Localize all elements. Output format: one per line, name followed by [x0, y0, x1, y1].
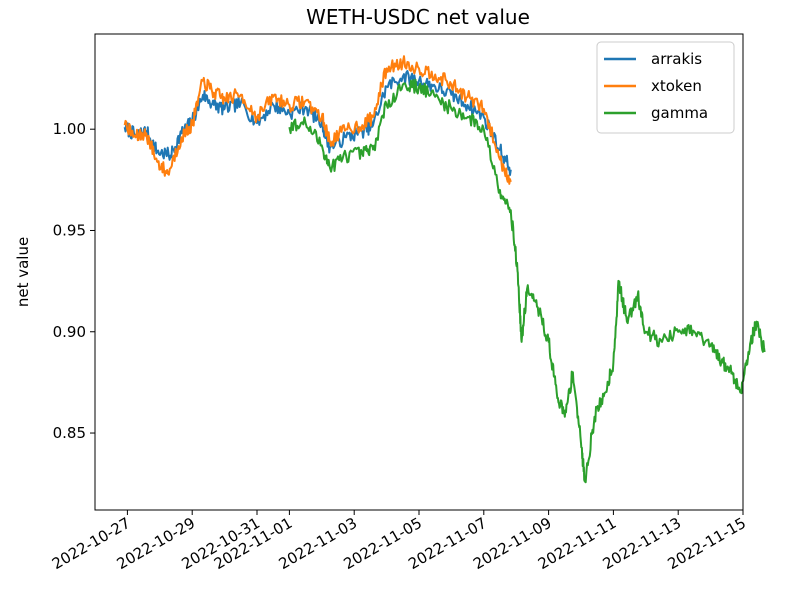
series-line-gamma — [288, 78, 766, 484]
series-line-xtoken — [123, 55, 512, 185]
y-tick-label: 0.90 — [53, 323, 86, 341]
legend-label-gamma: gamma — [651, 104, 708, 122]
y-tick-label: 0.95 — [53, 221, 86, 239]
y-tick-label: 1.00 — [53, 120, 86, 138]
series-group — [123, 55, 766, 484]
legend: arrakis xtoken gamma — [596, 41, 735, 134]
legend-label-arrakis: arrakis — [651, 50, 702, 68]
legend-label-xtoken: xtoken — [651, 77, 702, 95]
series-line-arrakis — [123, 70, 512, 176]
y-axis-label: net value — [14, 237, 32, 307]
legend-frame — [596, 41, 735, 134]
y-tick-label: 0.85 — [53, 424, 86, 442]
chart-title: WETH-USDC net value — [306, 5, 530, 29]
